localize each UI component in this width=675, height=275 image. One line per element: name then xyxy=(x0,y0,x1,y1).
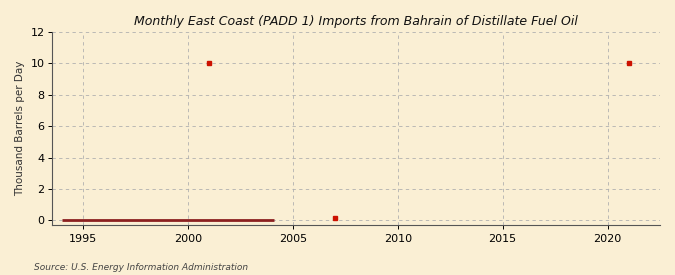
Text: Source: U.S. Energy Information Administration: Source: U.S. Energy Information Administ… xyxy=(34,263,248,272)
Y-axis label: Thousand Barrels per Day: Thousand Barrels per Day xyxy=(15,61,25,196)
Title: Monthly East Coast (PADD 1) Imports from Bahrain of Distillate Fuel Oil: Monthly East Coast (PADD 1) Imports from… xyxy=(134,15,578,28)
